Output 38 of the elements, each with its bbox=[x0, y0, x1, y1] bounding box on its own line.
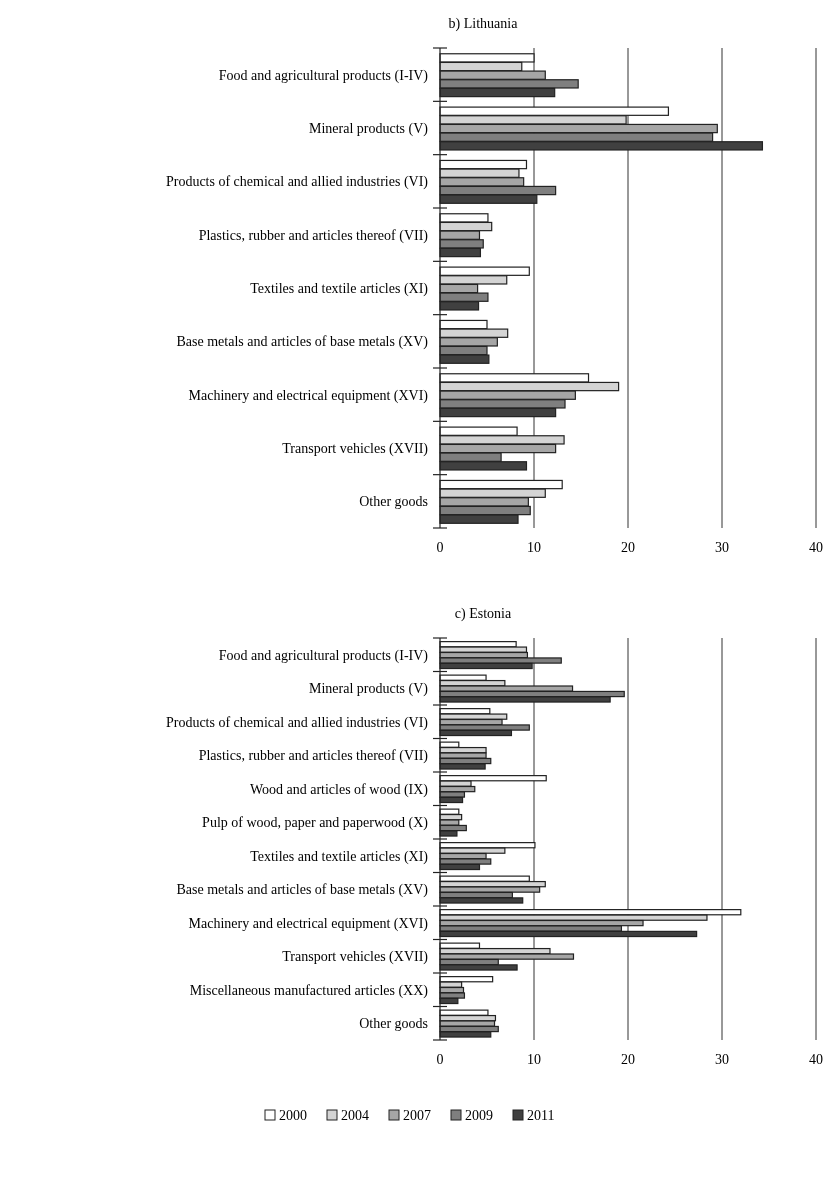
x-tick-label: 0 bbox=[436, 1052, 444, 1067]
y-tick-label: Textiles and textile articles (XI) bbox=[250, 281, 429, 297]
y-tick-label: Machinery and electrical equipment (XVI) bbox=[188, 915, 429, 932]
y-tick-label: Products of chemical and allied industries (VI) bbox=[165, 174, 429, 191]
y-tick-label: Wood and articles of wood (IX) bbox=[249, 781, 429, 798]
x-tick-label: 10 bbox=[527, 1052, 541, 1067]
y-tick-label: Other goods bbox=[359, 494, 428, 510]
y-tick-label: Miscellaneous manufactured articles (XX) bbox=[189, 982, 429, 999]
x-tick-label: 0 bbox=[436, 540, 444, 555]
y-tick-label: Other goods bbox=[359, 1016, 428, 1032]
x-tick-label: 10 bbox=[527, 540, 541, 555]
y-tick-label: Textiles and textile articles (XI) bbox=[250, 848, 429, 865]
y-tick-label: Mineral products (V) bbox=[309, 121, 429, 137]
x-tick-label: 20 bbox=[621, 1052, 635, 1067]
y-tick-label: Food and agricultural products (I-IV) bbox=[218, 647, 429, 664]
x-tick-label: 20 bbox=[621, 540, 635, 555]
x-tick-label: 30 bbox=[715, 540, 729, 555]
y-tick-label: Plastics, rubber and articles thereof (VII) bbox=[198, 227, 429, 244]
y-tick-label: Machinery and electrical equipment (XVI) bbox=[188, 387, 429, 404]
y-tick-label: Mineral products (V) bbox=[309, 681, 429, 698]
y-tick-label: Base metals and articles of base metals (XV) bbox=[176, 882, 429, 899]
legend-label: 2004 bbox=[341, 1108, 369, 1123]
y-tick-label: Products of chemical and allied industries (VI) bbox=[165, 714, 429, 731]
x-tick-label: 30 bbox=[715, 1052, 729, 1067]
chart-title: c) Estonia bbox=[454, 606, 512, 622]
legend-label: 2011 bbox=[527, 1108, 555, 1123]
legend-label: 2000 bbox=[279, 1108, 307, 1123]
x-tick-label: 40 bbox=[809, 540, 823, 555]
y-tick-label: Plastics, rubber and articles thereof (VII) bbox=[198, 748, 429, 765]
y-tick-label: Food and agricultural products (I-IV) bbox=[218, 67, 429, 84]
y-tick-label: Pulp of wood, paper and paperwood (X) bbox=[202, 815, 429, 832]
y-tick-label: Transport vehicles (XVII) bbox=[282, 949, 429, 966]
y-tick-label: Base metals and articles of base metals (XV) bbox=[176, 334, 429, 351]
legend-label: 2009 bbox=[465, 1108, 493, 1123]
chart-title: b) Lithuania bbox=[448, 16, 519, 32]
x-tick-label: 40 bbox=[809, 1052, 823, 1067]
y-tick-label: Transport vehicles (XVII) bbox=[282, 441, 429, 457]
legend-label: 2007 bbox=[403, 1108, 431, 1123]
